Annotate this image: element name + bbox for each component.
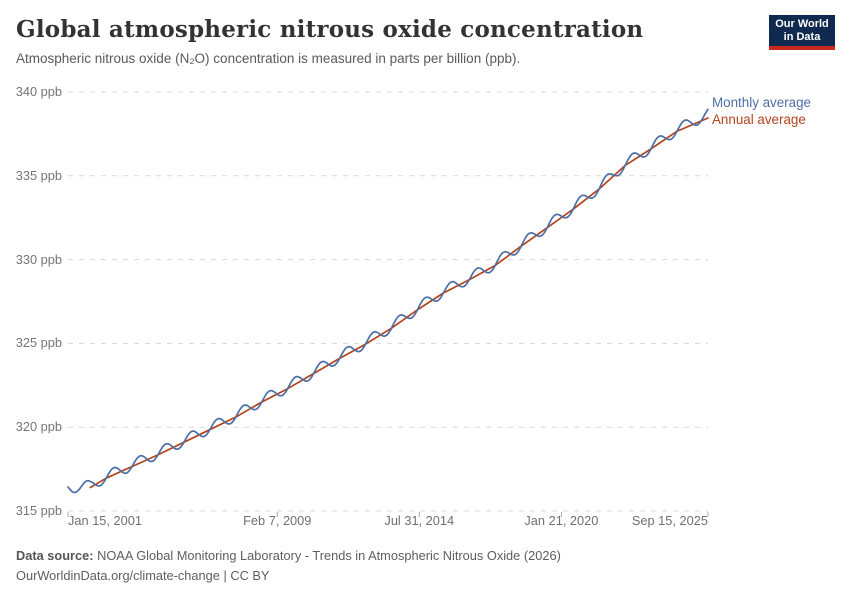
chart-subtitle: Atmospheric nitrous oxide (N₂O) concentr…: [16, 51, 521, 66]
x-axis-label: Jan 15, 2001: [68, 513, 143, 528]
owid-logo: Our World in Data: [769, 15, 835, 50]
x-axis-label: Jul 31, 2014: [384, 513, 455, 528]
y-axis-label: 325 ppb: [15, 335, 62, 351]
y-axis-label: 320 ppb: [15, 419, 62, 435]
license-line: OurWorldinData.org/climate-change | CC B…: [16, 568, 270, 583]
legend-annual-average: Annual average: [712, 112, 806, 127]
logo-line2: in Data: [783, 30, 821, 43]
logo-line1: Our World: [775, 18, 829, 30]
y-axis-label: 315 ppb: [15, 503, 62, 518]
data-source-text: NOAA Global Monitoring Laboratory - Tren…: [97, 548, 561, 563]
page-title: Global atmospheric nitrous oxide concent…: [16, 16, 644, 43]
legend-monthly-average: Monthly average: [712, 95, 811, 110]
y-axis-label: 340 ppb: [15, 84, 62, 99]
y-axis-label: 335 ppb: [15, 167, 62, 183]
y-axis-label: 330 ppb: [15, 251, 62, 267]
x-axis-label: Sep 15, 2025: [631, 513, 708, 528]
x-axis-label: Jan 21, 2020: [524, 513, 599, 528]
annual-average-line: [89, 117, 709, 489]
data-source-label: Data source:: [16, 548, 94, 563]
monthly-average-line: [67, 108, 709, 494]
data-source-line: Data source: NOAA Global Monitoring Labo…: [16, 548, 561, 563]
x-axis-label: Feb 7, 2009: [243, 513, 312, 528]
